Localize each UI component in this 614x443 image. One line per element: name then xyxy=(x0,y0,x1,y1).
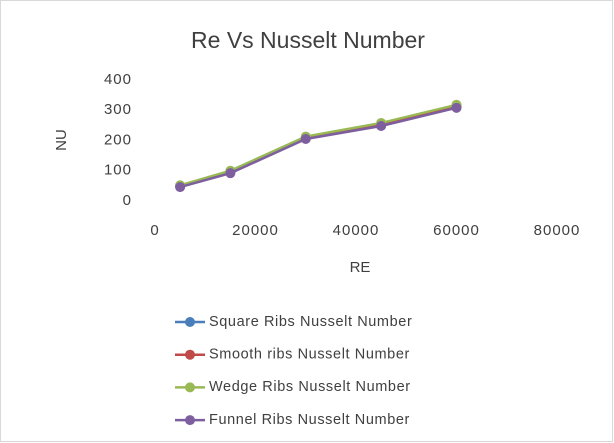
x-axis-label: RE xyxy=(350,259,371,276)
x-tick-label: 20000 xyxy=(232,222,279,239)
legend-label: Smooth ribs Nusselt Number xyxy=(209,347,410,363)
y-tick-label: 0 xyxy=(123,192,132,209)
y-axis-label: NU xyxy=(53,129,70,151)
x-tick-label: 80000 xyxy=(534,222,581,239)
y-tick-label: 200 xyxy=(104,131,132,148)
legend-marker xyxy=(185,317,195,327)
x-tick-label: 40000 xyxy=(333,222,380,239)
legend-label: Square Ribs Nusselt Number xyxy=(209,314,412,330)
y-tick-label: 300 xyxy=(104,101,132,118)
legend-marker xyxy=(185,382,195,393)
legend-marker xyxy=(185,415,195,426)
data-point xyxy=(300,133,311,144)
legend-label: Funnel Ribs Nusselt Number xyxy=(209,412,410,428)
data-point xyxy=(376,120,387,131)
y-tick-label: 100 xyxy=(104,162,132,179)
legend-label: Wedge Ribs Nusselt Number xyxy=(209,379,411,395)
x-tick-label: 60000 xyxy=(433,222,480,239)
x-tick-label: 0 xyxy=(150,222,159,239)
legend-marker xyxy=(185,349,195,360)
data-point xyxy=(451,102,462,113)
data-point xyxy=(175,182,186,193)
data-point xyxy=(225,168,236,179)
y-tick-label: 400 xyxy=(104,71,132,88)
chart-title: Re Vs Nusselt Number xyxy=(191,27,425,53)
